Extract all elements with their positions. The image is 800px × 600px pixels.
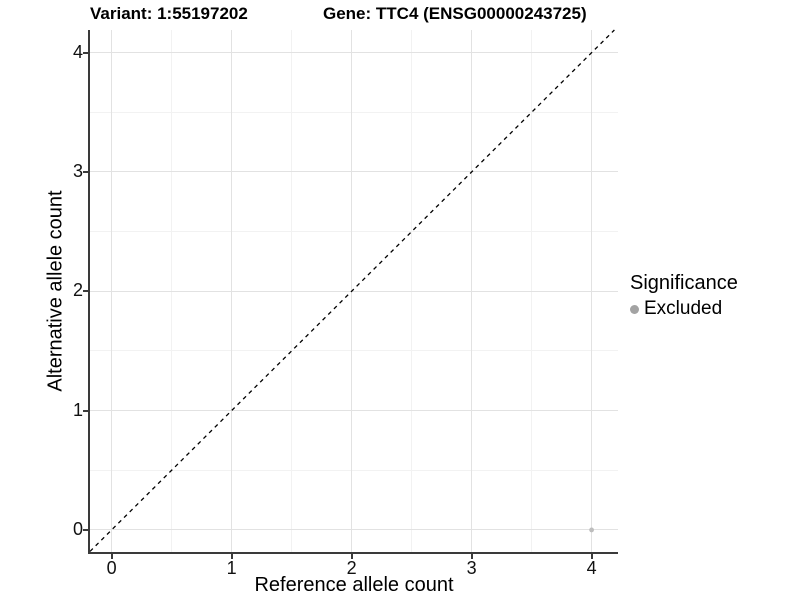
gene-title: Gene: TTC4 (ENSG00000243725) [323, 4, 587, 23]
data-point [589, 527, 594, 533]
gridline-major-horizontal [90, 529, 618, 531]
y-tick-mark [83, 170, 88, 173]
x-axis-title: Reference allele count [254, 574, 454, 596]
legend-item-excluded: Excluded [630, 298, 738, 320]
x-tick-mark [110, 554, 113, 559]
y-axis-line [88, 30, 90, 554]
x-tick-mark [590, 554, 593, 559]
x-tick-mark [470, 554, 473, 559]
gridline-major-horizontal [90, 52, 618, 54]
y-tick-mark [83, 290, 88, 293]
y-tick-label: 0 [72, 518, 83, 539]
legend: Significance Excluded [630, 272, 738, 320]
x-tick-label: 2 [346, 558, 357, 578]
x-tick-mark [230, 554, 233, 559]
y-tick-label: 4 [72, 41, 83, 62]
identity-dashed-line [89, 29, 615, 552]
y-tick-mark [83, 409, 88, 412]
variant-title: Variant: 1:55197202 [90, 4, 248, 23]
y-tick-mark [83, 528, 88, 531]
y-tick-mark [83, 51, 88, 54]
plot-panel [89, 29, 618, 552]
gridline-minor-horizontal [90, 350, 618, 352]
legend-item-label: Excluded [644, 298, 723, 319]
legend-title: Significance [630, 272, 738, 294]
y-tick-label: 3 [72, 160, 83, 181]
y-tick-label: 2 [72, 280, 83, 301]
x-tick-label: 3 [466, 558, 477, 578]
gridline-major-horizontal [90, 290, 618, 292]
y-tick-label: 1 [72, 399, 83, 420]
plot-layer [89, 29, 615, 552]
gridline-minor-horizontal [90, 111, 618, 113]
gridline-major-horizontal [90, 410, 618, 412]
gridline-major-horizontal [90, 171, 618, 173]
gridline-minor-horizontal [90, 231, 618, 233]
x-axis-line [88, 552, 618, 554]
x-tick-label: 1 [226, 558, 237, 578]
x-tick-label: 4 [586, 558, 597, 578]
gridline-minor-horizontal [90, 469, 618, 471]
x-tick-label: 0 [106, 558, 117, 578]
x-tick-mark [350, 554, 353, 559]
legend-point-icon [630, 304, 639, 314]
